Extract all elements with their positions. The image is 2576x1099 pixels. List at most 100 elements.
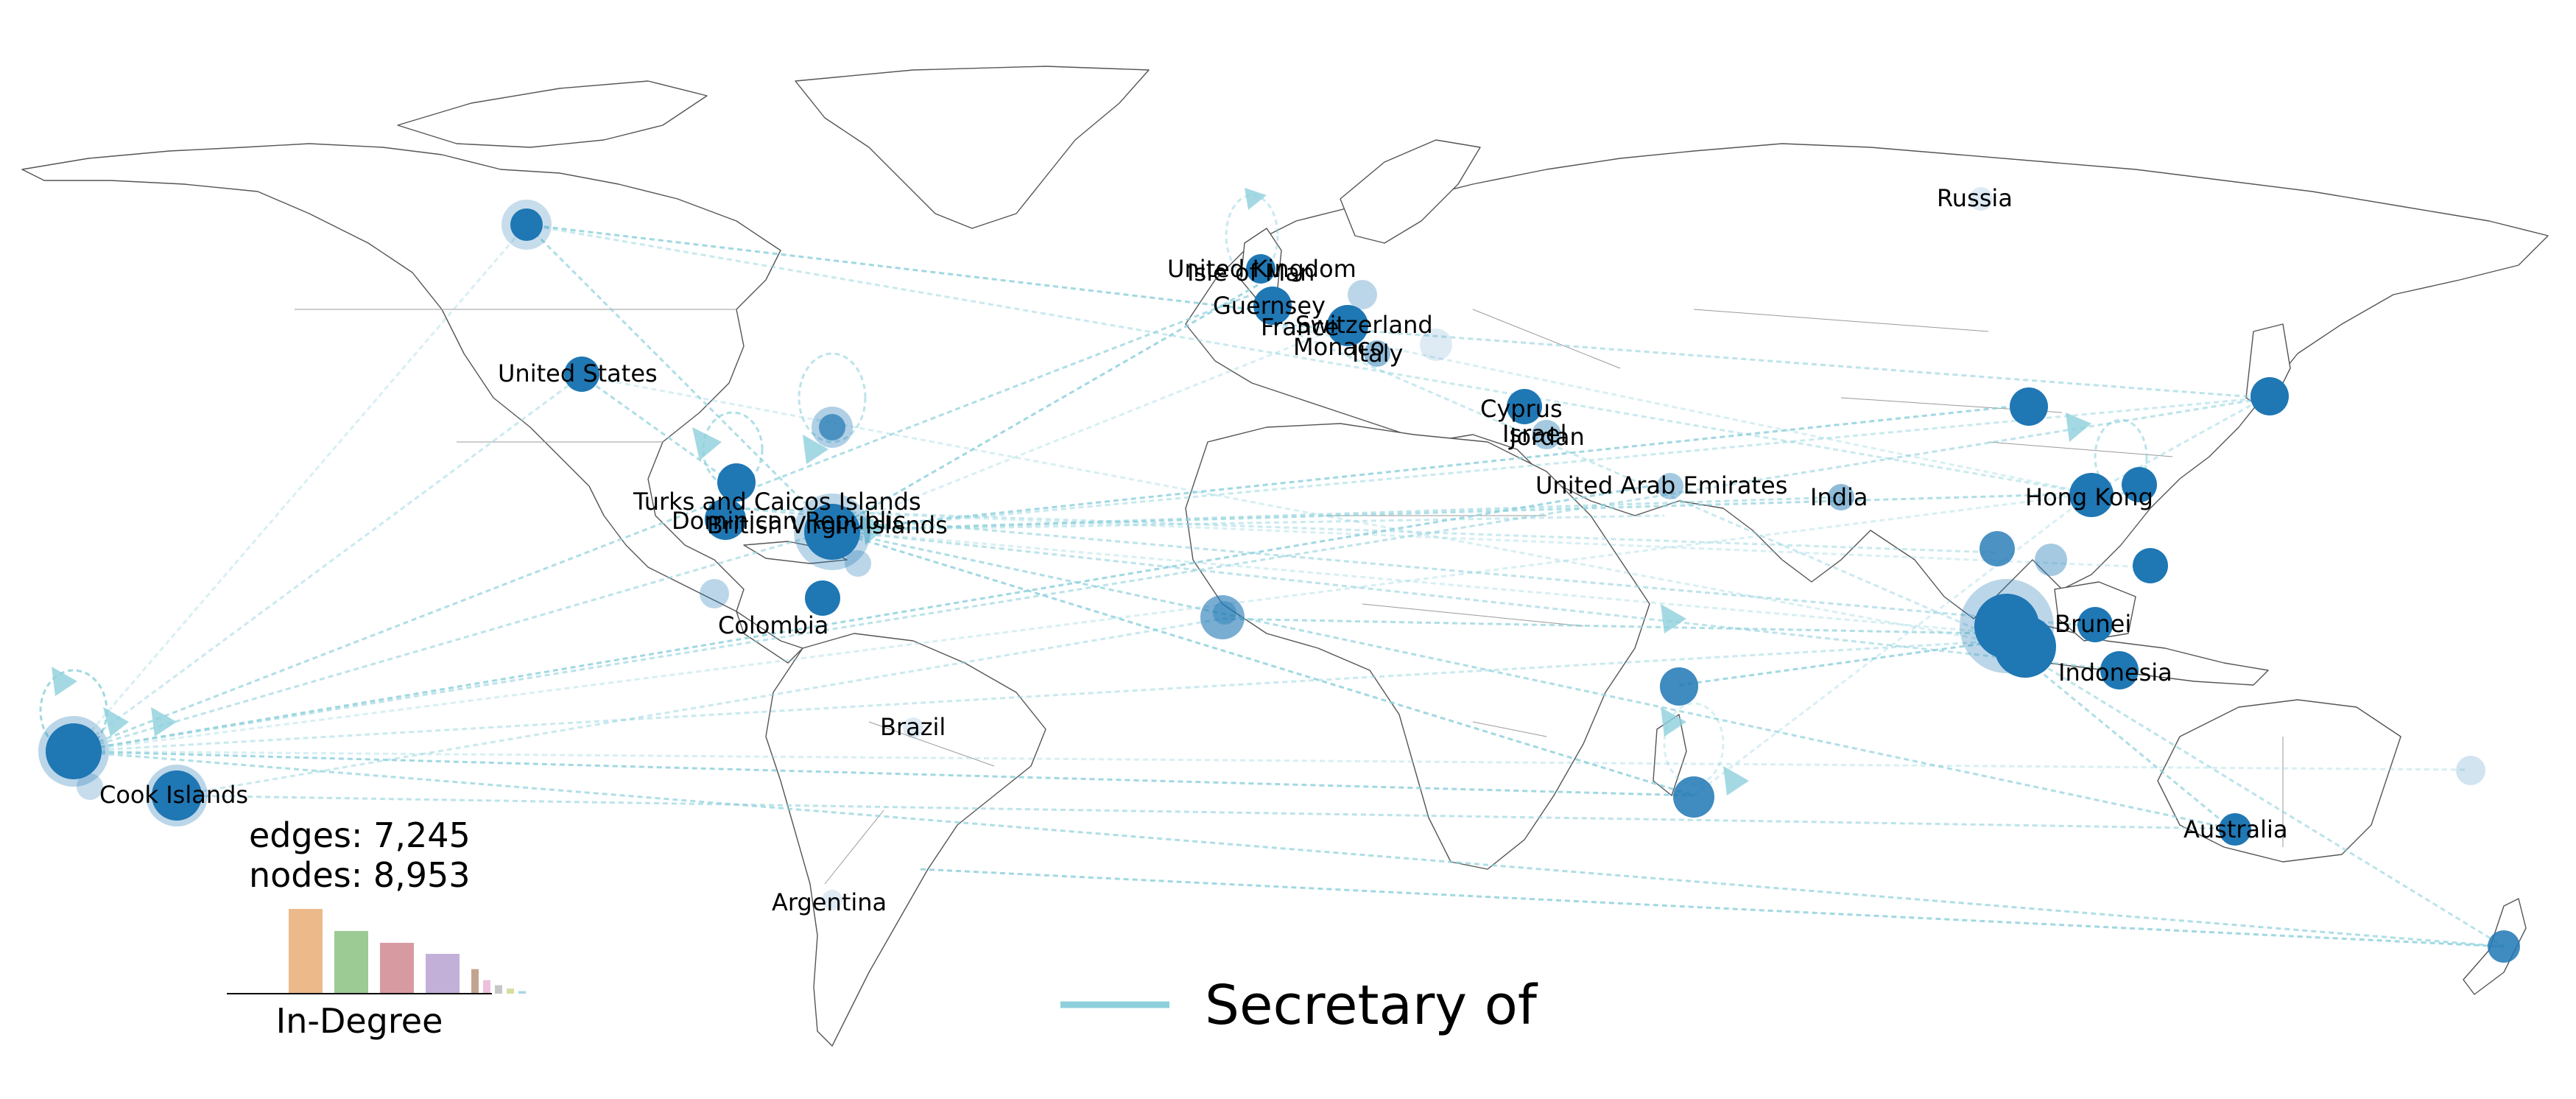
node [152, 770, 202, 821]
edge [2002, 639, 2505, 948]
node [1420, 329, 1452, 361]
edge [736, 507, 2092, 628]
node [705, 499, 746, 540]
label-brunei: Brunei [2055, 610, 2131, 638]
node [1979, 531, 2015, 566]
node [1532, 420, 1561, 449]
edge [526, 223, 1253, 311]
edge-arrow [103, 707, 129, 737]
edge [736, 507, 2151, 569]
node [1673, 776, 1714, 818]
land-central-america [736, 611, 803, 664]
edge [1222, 617, 1989, 635]
edge-arrow [52, 667, 77, 696]
country-labels: United Kingdom Isle of Man Guernsey Swit… [99, 184, 2288, 916]
label-isle-of-man: Isle of Man [1187, 259, 1315, 287]
network-nodes [38, 187, 2520, 963]
edge [831, 514, 1665, 532]
histogram-bar [518, 991, 526, 994]
edge-arrow [1661, 604, 1686, 633]
edge-arrow [2066, 412, 2091, 442]
land-arctic-islands [397, 80, 708, 148]
edge-loop [2094, 418, 2148, 495]
edge [831, 492, 2092, 532]
edge [831, 278, 1267, 532]
edge-loop [1225, 194, 1279, 278]
edge-arrow [1661, 707, 1686, 737]
edge-arrow [151, 707, 177, 737]
node [2133, 548, 2168, 583]
edge [73, 750, 1695, 797]
node [2122, 467, 2157, 502]
node [1200, 595, 1245, 639]
node [700, 579, 729, 608]
network-edges [39, 188, 2505, 948]
edge-loop [798, 352, 867, 443]
land-greenland [795, 66, 1150, 229]
node [510, 208, 543, 241]
label-india: India [1810, 483, 1868, 511]
node [564, 357, 599, 392]
border [1693, 309, 1989, 332]
label-switzerland: Switzerland [1295, 311, 1433, 339]
edge-arrow [1723, 766, 1749, 796]
edge [831, 529, 1695, 797]
edge [176, 794, 2232, 830]
node [2010, 387, 2048, 426]
label-israel: Israel [1502, 420, 1566, 448]
edge [1693, 492, 2092, 797]
edge [73, 529, 833, 753]
label-united-arab-emirates: United Arab Emirates [1535, 471, 1787, 499]
label-united-states: United States [498, 359, 658, 387]
node [1364, 340, 1390, 367]
edge [831, 529, 2004, 635]
label-jordan: Jordan [1508, 423, 1585, 451]
edge-loop [702, 411, 764, 488]
node [2488, 930, 2520, 963]
label-united-kingdom: United Kingdom [1167, 255, 1356, 283]
node [2456, 756, 2485, 785]
land-caribbean [743, 541, 848, 564]
histogram-bar [483, 980, 490, 994]
label-guernsey: Guernsey [1213, 292, 1326, 320]
node [822, 890, 842, 910]
edge-arrow [692, 427, 722, 460]
node [1348, 280, 1377, 309]
edge [176, 617, 1223, 797]
edge [73, 485, 1650, 753]
border [1472, 309, 1621, 369]
edge [72, 224, 528, 752]
histogram-bar [380, 943, 414, 994]
edge [73, 750, 2468, 771]
label-russia: Russia [1937, 184, 2013, 212]
node [1246, 254, 1275, 284]
edge [525, 223, 834, 532]
border [868, 721, 995, 767]
in-degree-histogram: In-Degree [227, 909, 526, 1041]
node [1660, 667, 1698, 706]
label-british-virgin-islands: British Virgin Islands [707, 511, 948, 539]
node-count: nodes: 8,953 [249, 855, 471, 895]
label-argentina: Argentina [772, 888, 887, 916]
node [1253, 287, 1292, 325]
edge [1678, 639, 2004, 687]
label-brazil: Brazil [880, 713, 946, 741]
label-indonesia: Indonesia [2058, 659, 2172, 687]
basemap [21, 66, 2549, 1047]
histogram-bar [507, 989, 514, 994]
node [77, 773, 103, 800]
histogram-bar [495, 985, 502, 994]
node [1507, 389, 1542, 424]
land-south-america [765, 633, 1046, 1047]
edge [920, 868, 2505, 948]
node [1969, 187, 1993, 211]
edge [73, 374, 583, 753]
node [2251, 377, 2289, 415]
histogram-bars [289, 909, 526, 994]
graph-stats: edges: 7,245 nodes: 8,953 [249, 815, 471, 895]
label-monaco: Monaco [1293, 333, 1384, 361]
node [1213, 601, 1236, 625]
edge-count: edges: 7,245 [249, 815, 471, 855]
edge [831, 529, 2122, 672]
